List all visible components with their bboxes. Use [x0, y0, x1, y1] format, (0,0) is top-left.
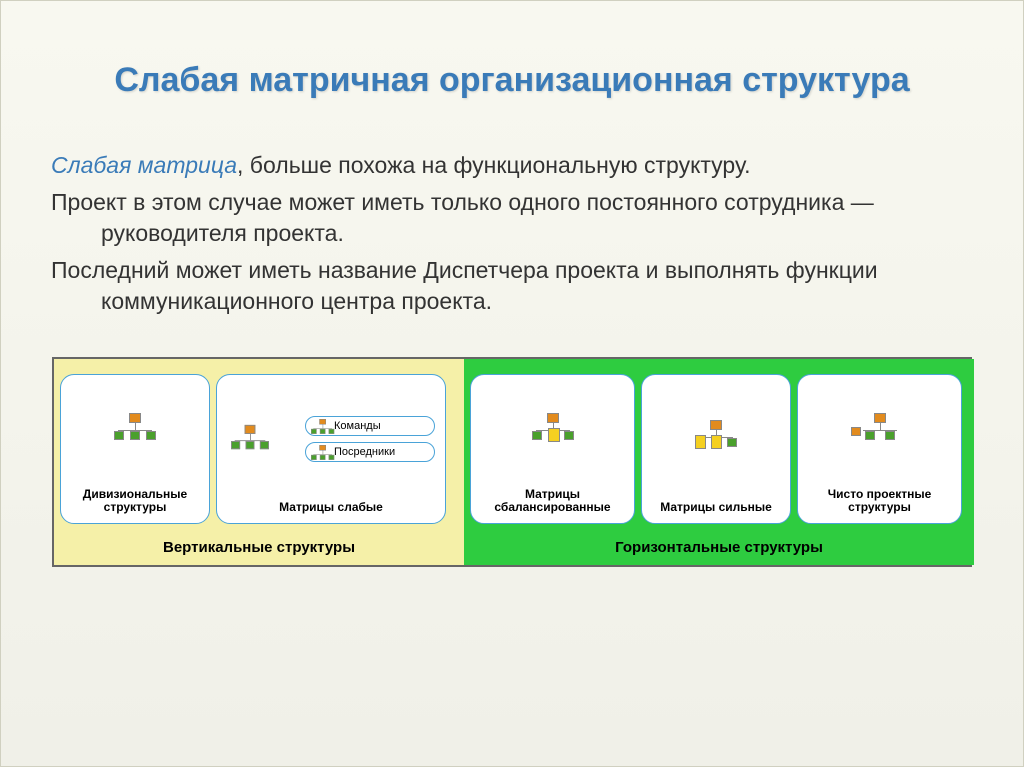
para-1: Слабая матрица, больше похожа на функцио…: [51, 150, 973, 181]
cell-divisional-label: Дивизиональные структуры: [65, 488, 205, 516]
cell-balanced-matrix: Матрицы сбалансированные: [470, 374, 635, 524]
cell-weak-matrix: Команды Посредники Матрицы слабые: [216, 374, 446, 524]
cell-project: Чисто проектные структуры: [797, 374, 962, 524]
cell-strong-matrix: Матрицы сильные: [641, 374, 791, 524]
cell-strong-matrix-label: Матрицы сильные: [660, 501, 772, 515]
cell-divisional: Дивизиональные структуры: [60, 374, 210, 524]
pill-mediators-label: Посредники: [334, 446, 395, 458]
cell-weak-matrix-label: Матрицы слабые: [279, 501, 383, 515]
vertical-structures-label: Вертикальные структуры: [54, 531, 464, 565]
horizontal-structures-label: Горизонтальные структуры: [464, 531, 974, 565]
body-text: Слабая матрица, больше похожа на функцио…: [51, 150, 973, 317]
balanced-matrix-icon: [475, 381, 630, 483]
para-1-rest: , больше похожа на функциональную структ…: [237, 152, 751, 178]
vertical-structures-panel: Дивизиональные структуры Команды: [54, 359, 464, 565]
project-icon: [802, 381, 957, 483]
weak-matrix-icon: Команды Посредники: [221, 381, 441, 497]
left-cells-row: Дивизиональные структуры Команды: [54, 359, 464, 531]
emphasis-term: Слабая матрица: [51, 152, 237, 178]
structure-spectrum-diagram: Дивизиональные структуры Команды: [52, 357, 972, 567]
pill-teams: Команды: [305, 416, 435, 436]
cell-balanced-matrix-label: Матрицы сбалансированные: [475, 488, 630, 516]
horizontal-structures-panel: Матрицы сбалансированные Матрицы сильные: [464, 359, 974, 565]
strong-matrix-icon: [646, 381, 786, 497]
pill-mediators: Посредники: [305, 442, 435, 462]
right-cells-row: Матрицы сбалансированные Матрицы сильные: [464, 359, 974, 531]
para-2: Проект в этом случае может иметь только …: [51, 187, 973, 249]
slide-title: Слабая матричная организационная структу…: [51, 61, 973, 100]
para-3: Последний может иметь название Диспетчер…: [51, 255, 973, 317]
divisional-icon: [65, 381, 205, 483]
cell-project-label: Чисто проектные структуры: [802, 488, 957, 516]
pill-teams-label: Команды: [334, 420, 381, 432]
